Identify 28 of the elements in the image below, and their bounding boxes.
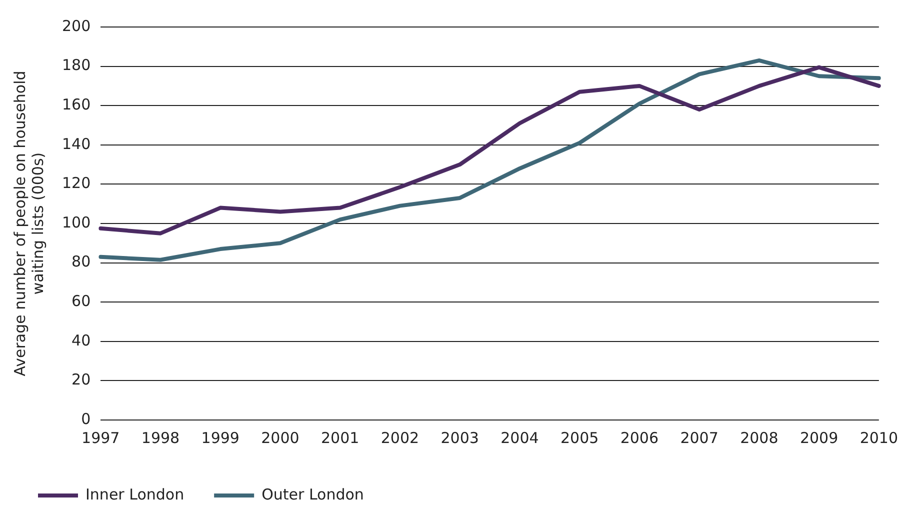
y-tick-label: 120 [62,174,91,192]
y-tick-label: 200 [62,16,91,35]
x-tick-label: 2001 [321,428,360,447]
y-tick-label: 40 [72,331,91,350]
y-tick-label: 100 [62,213,91,232]
x-tick-label: 2007 [680,428,718,447]
x-tick-label: 1998 [141,428,180,447]
x-tick-label: 2008 [740,428,778,447]
x-tick-label: 2003 [440,428,479,447]
y-tick-label: 160 [62,95,91,114]
y-tick-label: 20 [72,370,91,389]
legend-label: Inner London [86,485,184,504]
x-tick-label: 2000 [261,428,300,447]
y-tick-label: 60 [72,292,91,310]
x-tick-label: 2002 [380,428,420,447]
y-tick-label: 140 [62,134,91,153]
x-tick-label: 2010 [860,428,898,447]
y-tick-label: 180 [62,56,91,74]
x-tick-label: 2004 [500,428,539,447]
x-tick-label: 1999 [201,428,240,447]
x-tick-label: 2009 [800,428,838,447]
x-tick-label: 1997 [82,428,120,447]
y-tick-label: 80 [72,252,91,271]
x-tick-label: 2006 [620,428,659,447]
x-tick-label: 2005 [560,428,599,447]
legend-label: Outer London [262,485,364,504]
y-tick-label: 0 [81,410,91,428]
y-axis-title: Average number of people on household waiting lists (000s) [10,70,47,376]
